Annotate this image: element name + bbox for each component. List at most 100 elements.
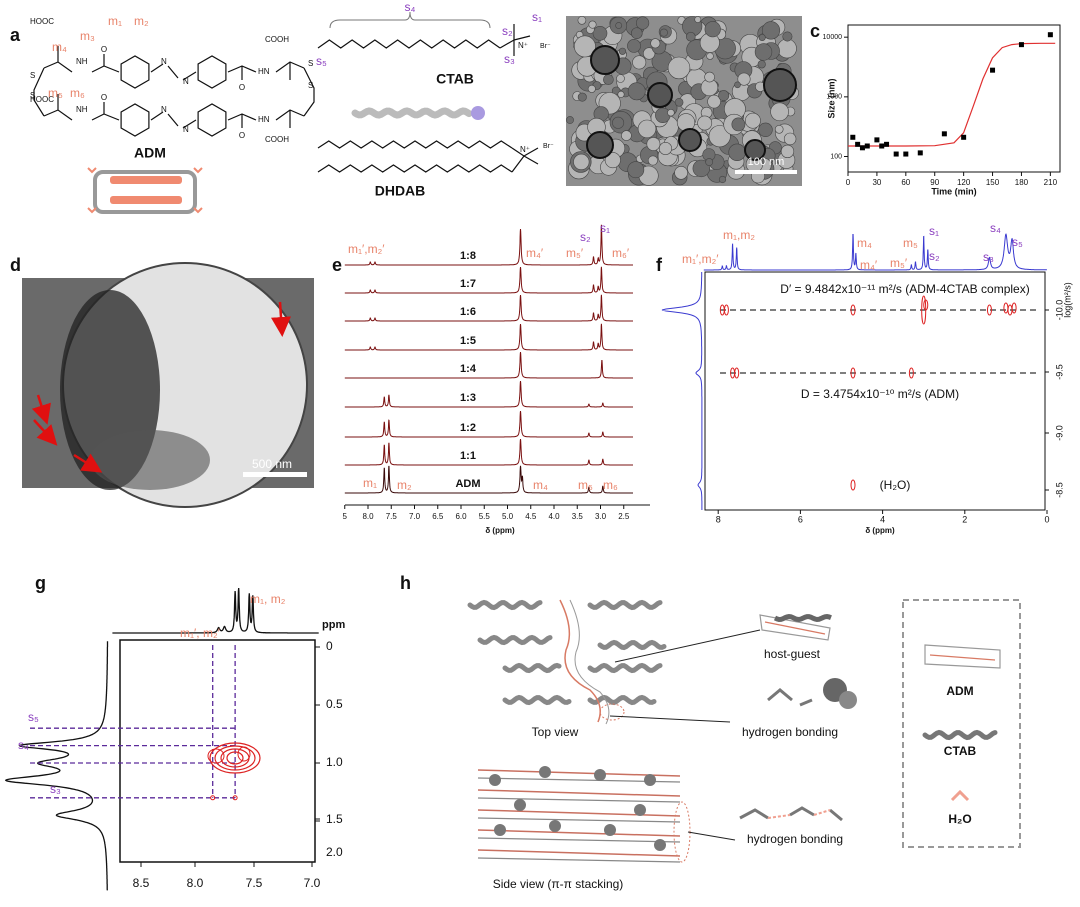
ratio-label: 1:6 — [460, 306, 476, 318]
scale-label: 500 nm — [252, 457, 292, 471]
chem-atom: S — [308, 81, 313, 90]
chem-atom: O — [239, 83, 245, 92]
vesicle — [574, 35, 596, 58]
vesicle — [618, 47, 627, 55]
data-point — [990, 67, 996, 73]
peak-label: m₄ — [533, 478, 548, 492]
azo-bond — [150, 111, 197, 129]
vesicle — [647, 155, 658, 166]
ratio-label: 1:5 — [460, 335, 476, 347]
vesicle — [728, 143, 746, 162]
caption: hydrogen bonding — [747, 832, 843, 846]
y-tick-label: -10.0 — [1054, 300, 1064, 321]
vesicle — [612, 116, 625, 129]
chem-atom: S — [30, 91, 35, 100]
ctab-head-model — [539, 766, 551, 778]
vesicle — [627, 39, 641, 53]
peak-label: s₄ — [990, 221, 1001, 235]
stack-layer — [477, 769, 681, 777]
x-tick-label: 0 — [1044, 514, 1049, 524]
y-tick-label: 2.0 — [326, 845, 343, 859]
proton-label: m₂ — [134, 14, 149, 28]
x-tick-label: 3.5 — [572, 512, 584, 521]
y-tick-label: 1000 — [826, 94, 842, 101]
legend-adm-icon — [924, 644, 1001, 669]
vesicle — [704, 21, 721, 38]
hbond-icon — [739, 806, 843, 822]
y-tick-label: 1.0 — [326, 755, 343, 769]
stack-layer — [477, 789, 681, 797]
peak-label: (H₂O) — [880, 478, 911, 492]
ratio-label: ADM — [455, 478, 480, 490]
ctab-head-model — [644, 774, 656, 786]
cross-peak — [850, 479, 856, 491]
ctab-head-model — [604, 824, 616, 836]
chem-atom: O — [101, 45, 107, 54]
x-tick-label: 2.5 — [618, 512, 630, 521]
vesicle — [615, 22, 623, 29]
cysteine — [43, 46, 73, 73]
proton-label: s₅ — [316, 54, 327, 68]
chem-atom: N — [161, 57, 167, 66]
x-tick-label: 5.5 — [479, 512, 491, 521]
x-tick-label: 2 — [962, 514, 967, 524]
x-axis-title: δ (ppm) — [865, 526, 895, 535]
alkyl-chain — [317, 39, 501, 49]
panel-label: d — [10, 255, 21, 275]
callout-line — [687, 831, 736, 841]
ctab-head-model — [549, 820, 561, 832]
vesicle — [577, 92, 587, 102]
peak-label: m₁′,m₂′ — [348, 242, 385, 256]
diffusion-label: D′ = 9.4842x10⁻¹¹ m²/s (ADM-4CTAB comple… — [780, 282, 1029, 296]
adm-cartoon-bar — [110, 176, 182, 184]
ctab-model — [587, 599, 663, 611]
stack-layer — [477, 829, 681, 837]
callout-line — [614, 629, 761, 663]
peak-label: m₅ — [903, 236, 918, 250]
nmr-trace — [344, 438, 633, 466]
large-vesicle — [763, 68, 797, 102]
cross-peak — [923, 299, 929, 311]
data-point — [941, 131, 947, 137]
peak-label: m₅ — [578, 478, 593, 492]
data-point — [893, 151, 899, 157]
vesicle — [592, 25, 608, 41]
vesicle — [734, 81, 741, 89]
contour — [214, 745, 256, 771]
chem-atom: S — [30, 71, 35, 80]
panel-label: e — [332, 255, 342, 275]
panel-label: c — [810, 21, 820, 41]
peak-label: s₂ — [580, 230, 591, 244]
legend-label: H₂O — [948, 812, 971, 826]
peak-label: m₆′ — [612, 246, 630, 260]
diffusion-label: D = 3.4754x10⁻¹⁰ m²/s (ADM) — [801, 387, 959, 401]
proton-label: s₄ — [405, 0, 416, 14]
proton-label: m₃ — [80, 29, 95, 43]
ctab-head-model — [634, 804, 646, 816]
panel-label: f — [656, 255, 663, 275]
peak-label: m₄′ — [526, 246, 544, 260]
ctab-head-model — [514, 799, 526, 811]
y-axis-title: log(m²/s) — [1062, 282, 1072, 318]
data-point — [859, 145, 865, 151]
peak-label: s₃ — [983, 250, 994, 264]
data-point — [855, 141, 861, 147]
cross-peak — [723, 304, 729, 316]
peak-label: m₁′, m₂′ — [180, 626, 221, 640]
data-point — [917, 150, 923, 156]
ammonium-bond — [499, 24, 531, 56]
legend-adm-icon — [929, 654, 996, 661]
x-tick-label: 0 — [846, 178, 851, 187]
chem-atom: Br⁻ — [543, 143, 554, 150]
chem-atom: N⁺ — [520, 145, 530, 154]
chem-atom: HN — [258, 115, 270, 124]
chem-atom: NH — [76, 105, 88, 114]
x-tick-label: 7.5 — [386, 512, 398, 521]
vesicle — [577, 15, 587, 25]
chem-atom: O — [101, 93, 107, 102]
nmr-trace — [344, 224, 633, 266]
hbond-region — [599, 703, 625, 721]
proton-label: m₁ — [108, 14, 122, 28]
contour — [210, 795, 216, 801]
ratio-label: 1:1 — [460, 450, 476, 462]
